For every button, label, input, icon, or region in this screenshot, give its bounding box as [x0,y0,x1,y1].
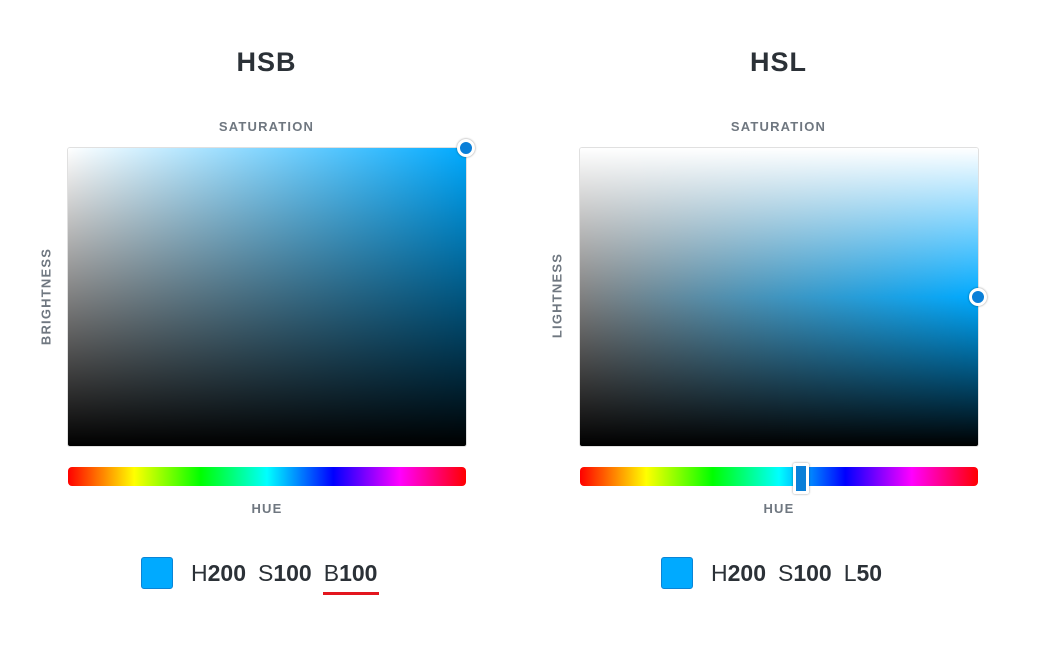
hsb-brightness-label: BRIGHTNESS [38,247,54,346]
hsb-hue-slider[interactable] [68,467,466,486]
hsb-readout-s: S100 [258,559,312,586]
hsb-readout-b-highlight: 100 [339,559,378,586]
hsl-hue-thumb[interactable] [793,463,810,494]
hsb-saturation-brightness-field[interactable] [68,139,475,446]
hsl-field-handle[interactable] [969,288,987,306]
hsb-field-handle[interactable] [457,139,475,157]
hsl-saturation-label: SATURATION [730,119,827,134]
hsl-picker: HSL SATURATION LIGHTNESS HUE H200 S100 L… [512,0,1032,645]
hsb-readout: H200 S100 B100 [141,557,389,589]
hsl-title: HSL [750,47,807,77]
hsb-picker: HSB SATURATION BRIGHTNESS HUE H200 S100 … [0,0,520,645]
hsb-title: HSB [236,47,297,77]
hsl-readout-h: H200 [711,559,766,586]
hsb-saturation-label: SATURATION [218,119,315,134]
hsb-readout-h: H200 [191,559,246,586]
hsb-hue-label: HUE [251,501,283,516]
hsl-saturation-lightness-field[interactable] [580,148,987,446]
hsl-hue-slider[interactable] [580,463,978,494]
hsl-readout-l: L50 [843,559,883,586]
hsl-hue-label: HUE [763,501,795,516]
hsb-color-swatch [141,557,173,589]
hsl-readout: H200 S100 L50 [661,557,894,589]
hsb-readout-b: B100 [323,559,378,586]
hsl-color-swatch [661,557,693,589]
hsl-lightness-label: LIGHTNESS [549,252,565,339]
hsl-readout-s: S100 [778,559,832,586]
